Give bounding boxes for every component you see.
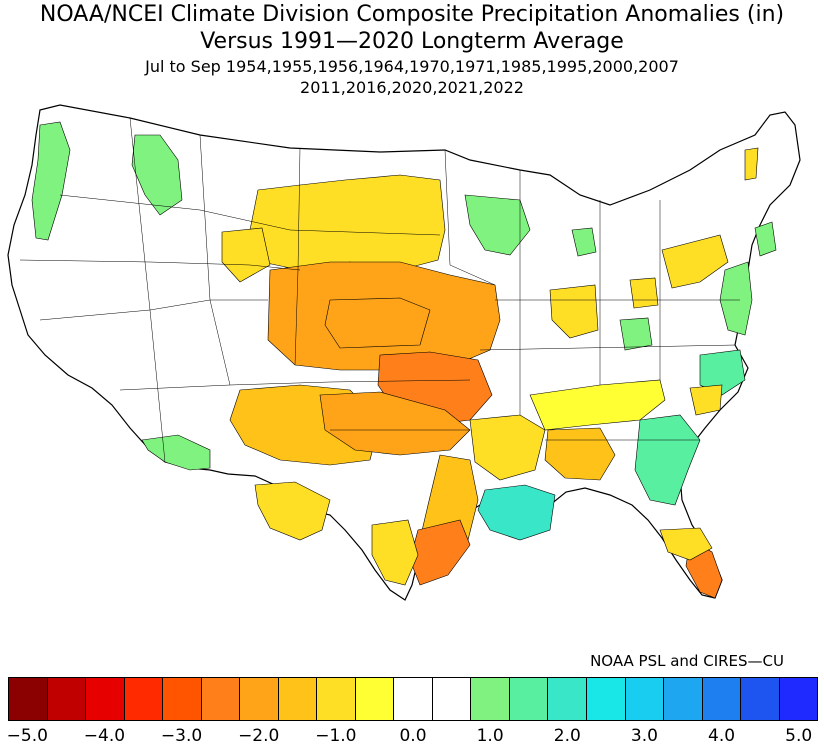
colorbar-swatch [432, 678, 472, 720]
va-nc-yellow-region [689, 384, 723, 416]
maine-yellow-region [744, 147, 759, 181]
ohio-east-yellow-region [629, 277, 659, 309]
map-title: NOAA/NCEI Climate Division Composite Pre… [39, 2, 785, 27]
colorbar-tick-label: 0.0 [399, 726, 427, 746]
va-green-region [619, 317, 653, 351]
colorbar-tick-label: 2.0 [553, 726, 581, 746]
colorbar-swatch [163, 678, 202, 720]
years-subtitle-line1: Jul to Sep 1954,1955,1956,1964,1970,1971… [145, 57, 679, 76]
colorbar-swatch [124, 678, 164, 720]
colorbar-tick-label: −4.0 [83, 726, 126, 746]
northern-plains-region [249, 174, 446, 271]
colorbar-swatch [9, 678, 48, 720]
colorbar-tick-label: 3.0 [630, 726, 658, 746]
colorbar-swatch [586, 678, 626, 720]
colorbar-swatch [471, 678, 510, 720]
wa-coast-region [31, 121, 71, 241]
division-boundaries [19, 117, 740, 463]
colorbar-swatch [355, 678, 395, 720]
colorbar-tick-label: 5.0 [785, 726, 813, 746]
colorbar-swatch [509, 678, 549, 720]
colorbar-swatch [702, 678, 742, 720]
texas-west-region [254, 481, 331, 541]
nc-coast-region [699, 349, 746, 396]
years-subtitle-line2: 2011,2016,2020,2021,2022 [300, 78, 524, 97]
southern-plains-orange-region [319, 391, 471, 456]
colorbar-swatch [278, 678, 318, 720]
anomaly-polygons [31, 121, 777, 599]
pa-ny-yellow-region [661, 234, 729, 289]
colorbar-swatch [86, 678, 125, 720]
colorbar-swatch [664, 678, 703, 720]
colorbar-swatch [47, 678, 87, 720]
colorbar-swatch [779, 678, 818, 720]
texas-south-region [371, 519, 419, 586]
michigan-green-region [571, 227, 597, 257]
colorbar [8, 677, 818, 721]
colorbar-tick-label: 4.0 [708, 726, 736, 746]
colorbar-swatch [548, 678, 587, 720]
ohio-yellow-region [549, 284, 599, 339]
ne-green-region [754, 221, 777, 257]
map-title-line2: Versus 1991—2020 Longterm Average [200, 29, 624, 54]
colorbar-swatch [240, 678, 279, 720]
carolinas-ga-region [634, 414, 701, 506]
la-ms-coast-region [477, 484, 556, 541]
precipitation-anomaly-map [7, 104, 801, 601]
colorbar-swatch [394, 678, 433, 720]
colorbar-swatch [625, 678, 665, 720]
ks-ne-orange-region [324, 297, 431, 349]
montana-east-region [221, 227, 271, 283]
colorbar-tick-label: 1.0 [476, 726, 504, 746]
tn-valley-region [529, 379, 666, 431]
credit-label: NOAA PSL and CIRES—CU [590, 652, 784, 670]
colorbar-ticks: −5.0 −4.0 −3.0 −2.0 −1.0 0.0 1.0 2.0 3.0 4.0 5.0 [0, 726, 824, 746]
colorbar-tick-label: −3.0 [160, 726, 203, 746]
idaho-north-region [131, 134, 183, 216]
colorbar-tick-label: −2.0 [238, 726, 280, 746]
texas-coast-region [409, 519, 471, 586]
colorbar-swatch [741, 678, 780, 720]
colorbar-swatch [201, 678, 241, 720]
florida-north-region [659, 527, 713, 561]
colorbar-tick-label: −5.0 [6, 726, 48, 746]
deep-south-region [544, 427, 616, 481]
colorbar-tick-label: −1.0 [315, 726, 357, 746]
colorbar-swatch [317, 678, 356, 720]
arizona-region [141, 434, 211, 471]
